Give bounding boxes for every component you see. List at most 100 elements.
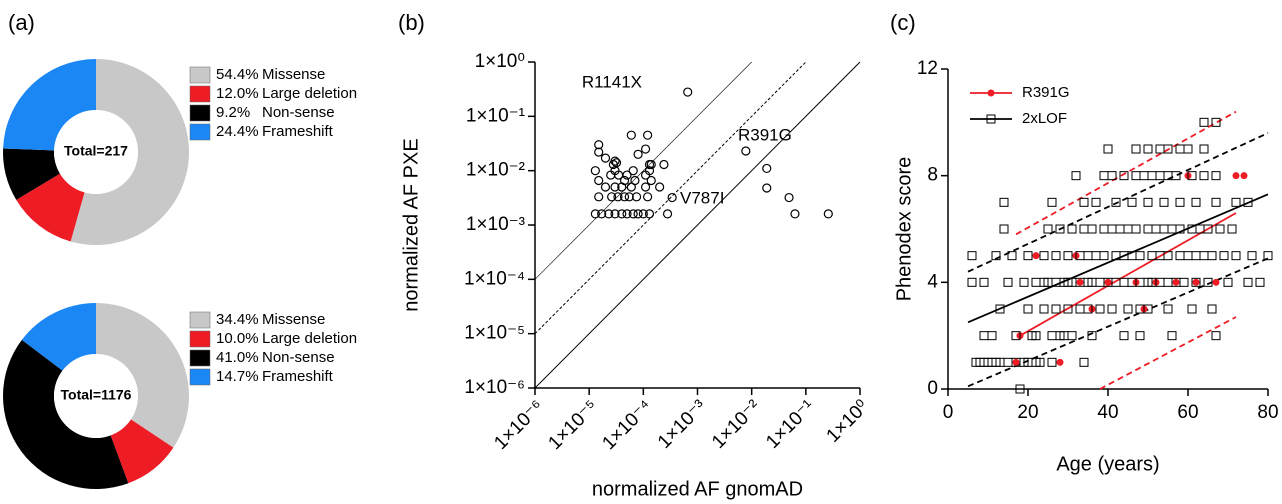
point bbox=[1087, 331, 1097, 341]
x-tick-label: 1×10⁻³ bbox=[654, 396, 711, 453]
y-tick-label: 1×10⁻³ bbox=[466, 214, 525, 235]
point bbox=[1019, 277, 1029, 287]
point bbox=[1232, 172, 1240, 180]
point bbox=[1211, 117, 1221, 127]
point bbox=[1119, 331, 1129, 341]
reference-line bbox=[534, 61, 807, 335]
point bbox=[1163, 304, 1173, 314]
legend-swatch bbox=[189, 368, 211, 386]
point bbox=[1083, 251, 1093, 261]
point bbox=[1067, 331, 1077, 341]
point bbox=[1143, 224, 1153, 234]
point bbox=[1123, 304, 1133, 314]
point bbox=[613, 192, 623, 202]
legend-label: Frameshift bbox=[262, 123, 334, 140]
point bbox=[784, 192, 794, 203]
point bbox=[1099, 224, 1109, 234]
point bbox=[995, 304, 1005, 314]
point bbox=[979, 331, 989, 341]
point bbox=[1067, 224, 1077, 234]
point bbox=[1243, 277, 1253, 287]
point bbox=[600, 182, 611, 192]
point bbox=[1107, 304, 1117, 314]
point bbox=[1231, 197, 1241, 207]
legend-swatch bbox=[189, 330, 211, 348]
point bbox=[1223, 277, 1233, 287]
pie-slice bbox=[3, 339, 129, 489]
point bbox=[991, 251, 1001, 261]
point bbox=[1179, 277, 1189, 287]
point bbox=[1091, 197, 1101, 207]
point bbox=[1031, 277, 1041, 287]
point bbox=[1011, 331, 1021, 341]
point bbox=[1051, 304, 1061, 314]
legend-label: Missense bbox=[262, 311, 325, 328]
point bbox=[1175, 144, 1185, 154]
point bbox=[1127, 197, 1137, 207]
point bbox=[762, 183, 772, 193]
point bbox=[1155, 144, 1165, 154]
point bbox=[1023, 251, 1033, 261]
point bbox=[1247, 251, 1257, 261]
point bbox=[1183, 251, 1193, 261]
legend-value: 41.0% bbox=[216, 349, 259, 366]
point bbox=[1079, 357, 1089, 367]
point bbox=[1076, 278, 1084, 286]
point bbox=[667, 192, 677, 203]
point bbox=[1147, 171, 1157, 181]
point bbox=[610, 209, 620, 219]
point bbox=[1139, 171, 1149, 181]
point bbox=[1123, 224, 1133, 234]
x-tick-label: 1×10⁻⁵ bbox=[544, 396, 602, 454]
point bbox=[967, 251, 977, 261]
point bbox=[1079, 224, 1089, 234]
y-tick-label: 8 bbox=[927, 165, 938, 186]
point bbox=[1023, 304, 1033, 314]
point bbox=[1095, 277, 1105, 287]
annotation: V787I bbox=[680, 188, 724, 207]
annotation: R1141X bbox=[582, 72, 642, 91]
point bbox=[790, 209, 800, 219]
point bbox=[1163, 277, 1173, 287]
point bbox=[1163, 144, 1173, 154]
point bbox=[1075, 304, 1085, 314]
legend-swatch bbox=[189, 123, 211, 141]
point bbox=[967, 277, 977, 287]
point bbox=[644, 166, 655, 176]
point bbox=[1211, 171, 1221, 181]
point bbox=[626, 130, 636, 140]
point bbox=[1087, 224, 1097, 234]
confidence-line bbox=[967, 257, 1269, 388]
panel-label: (b) bbox=[398, 10, 425, 35]
pie-slice bbox=[110, 419, 174, 484]
y-tick-label: 1×10⁻⁶ bbox=[464, 377, 525, 398]
point bbox=[610, 182, 620, 192]
point bbox=[823, 209, 833, 219]
point bbox=[1135, 331, 1145, 341]
y-tick-label: 4 bbox=[927, 271, 938, 292]
point bbox=[617, 209, 627, 219]
point bbox=[1192, 278, 1200, 286]
point bbox=[1191, 251, 1201, 261]
point bbox=[1151, 224, 1161, 234]
point bbox=[1167, 224, 1177, 234]
point bbox=[1035, 357, 1045, 367]
point bbox=[1191, 277, 1201, 287]
x-tick-label: 60 bbox=[1177, 402, 1198, 423]
point bbox=[1056, 358, 1064, 366]
point bbox=[1203, 224, 1213, 234]
point bbox=[1032, 252, 1040, 260]
point bbox=[1143, 144, 1153, 154]
point bbox=[604, 209, 614, 219]
legend-swatch bbox=[189, 311, 211, 329]
x-tick-label: 40 bbox=[1097, 402, 1118, 423]
point bbox=[1039, 251, 1049, 261]
legend-value: 24.4% bbox=[216, 123, 259, 140]
point bbox=[643, 192, 653, 202]
pie-slice bbox=[16, 173, 85, 242]
point bbox=[987, 331, 997, 341]
reference-line bbox=[534, 61, 861, 389]
legend-swatch bbox=[189, 104, 211, 122]
y-tick-label: 1×10⁻¹ bbox=[466, 105, 525, 126]
point bbox=[622, 170, 632, 180]
